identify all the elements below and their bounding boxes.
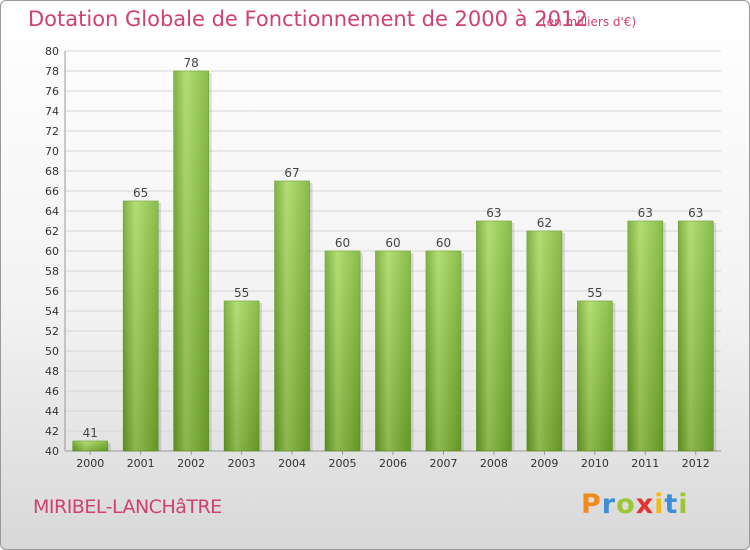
y-tick-label: 74 xyxy=(45,105,59,118)
y-tick-label: 68 xyxy=(45,165,59,178)
value-label: 55 xyxy=(234,286,249,300)
y-tick-label: 42 xyxy=(45,425,59,438)
value-label: 78 xyxy=(184,56,199,70)
x-tick-label: 2010 xyxy=(581,457,609,470)
y-tick-label: 60 xyxy=(45,245,59,258)
value-label: 63 xyxy=(638,206,653,220)
y-tick-label: 64 xyxy=(45,205,59,218)
value-label: 60 xyxy=(385,236,400,250)
x-tick-label: 2001 xyxy=(127,457,155,470)
y-tick-label: 70 xyxy=(45,145,59,158)
x-tick-label: 2007 xyxy=(429,457,457,470)
y-tick-label: 78 xyxy=(45,65,59,78)
value-label: 67 xyxy=(284,166,299,180)
y-tick-label: 52 xyxy=(45,325,59,338)
y-tick-label: 80 xyxy=(45,45,59,58)
y-tick-label: 56 xyxy=(45,285,59,298)
y-tick-label: 50 xyxy=(45,345,59,358)
value-label: 62 xyxy=(537,216,552,230)
x-tick-label: 2003 xyxy=(228,457,256,470)
proxiti-logo: Proxiti xyxy=(581,489,689,520)
y-tick-label: 48 xyxy=(45,365,59,378)
commune-name: MIRIBEL-LANCHâTRE xyxy=(33,496,222,518)
y-tick-label: 54 xyxy=(45,305,59,318)
bar-shade xyxy=(224,301,260,451)
x-tick-label: 2005 xyxy=(329,457,357,470)
chart-title: Dotation Globale de Fonctionnement de 20… xyxy=(28,7,588,31)
x-tick-label: 2009 xyxy=(530,457,558,470)
x-tick-label: 2006 xyxy=(379,457,407,470)
y-tick-label: 62 xyxy=(45,225,59,238)
bar-shade xyxy=(173,71,209,451)
y-tick-label: 44 xyxy=(45,405,59,418)
y-tick-label: 40 xyxy=(45,445,59,458)
bar-shade xyxy=(123,201,159,451)
value-label: 60 xyxy=(436,236,451,250)
y-tick-label: 46 xyxy=(45,385,59,398)
bar-shade xyxy=(627,221,663,451)
bar-shade xyxy=(425,251,461,451)
bar-shade xyxy=(678,221,714,451)
x-tick-label: 2008 xyxy=(480,457,508,470)
value-label: 63 xyxy=(688,206,703,220)
value-label: 41 xyxy=(83,426,98,440)
x-tick-label: 2002 xyxy=(177,457,205,470)
label-layer: 40 42 44 46 48 50 52 54 56 58 60 62 64 66 68 70 72 74 76 78… xyxy=(45,45,710,470)
value-label: 63 xyxy=(486,206,501,220)
value-label: 65 xyxy=(133,186,148,200)
y-tick-label: 66 xyxy=(45,185,59,198)
x-tick-label: 2004 xyxy=(278,457,306,470)
value-label: 60 xyxy=(335,236,350,250)
y-tick-label: 58 xyxy=(45,265,59,278)
x-tick-label: 2000 xyxy=(76,457,104,470)
chart-subtitle: (en milliers d'€) xyxy=(542,15,637,29)
bar-shade xyxy=(325,251,361,451)
x-tick-label: 2011 xyxy=(631,457,659,470)
y-tick-label: 76 xyxy=(45,85,59,98)
bar-shade xyxy=(526,231,562,451)
bar-shade xyxy=(375,251,411,451)
value-label: 55 xyxy=(587,286,602,300)
bar-shade xyxy=(577,301,613,451)
bar-shade xyxy=(274,181,310,451)
bar-shade xyxy=(476,221,512,451)
y-tick-label: 72 xyxy=(45,125,59,138)
x-tick-label: 2012 xyxy=(682,457,710,470)
bar-layer xyxy=(72,70,717,452)
bar-shade xyxy=(72,441,108,451)
